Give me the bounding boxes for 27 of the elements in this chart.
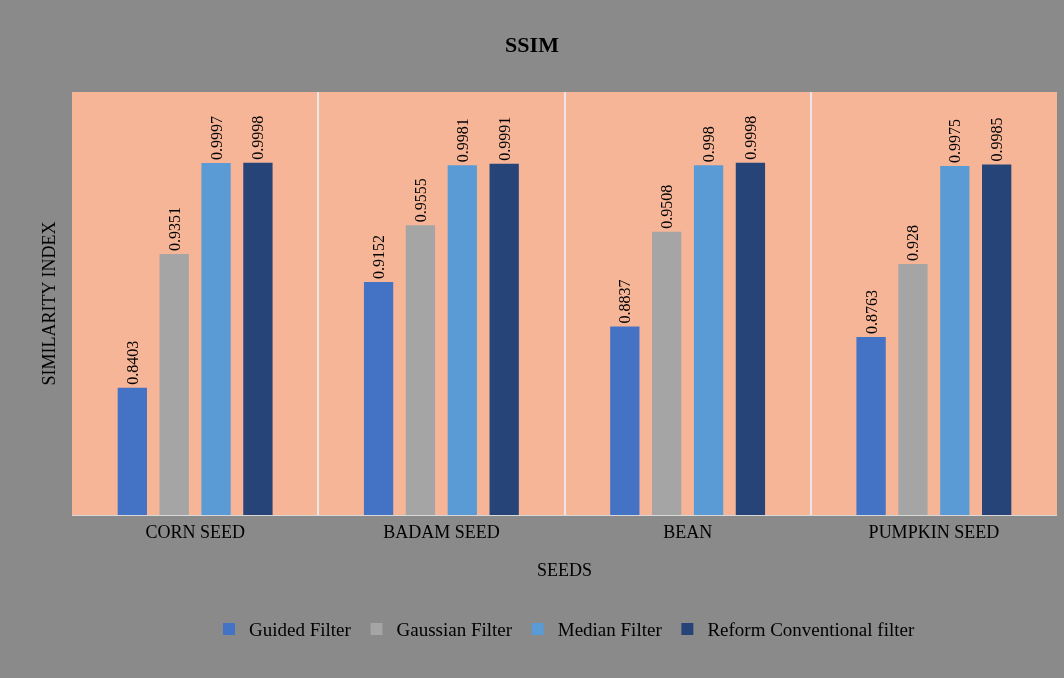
data-label: 0.9991 (495, 116, 513, 161)
data-label: 0.9351 (165, 207, 183, 252)
x-axis-title: SEEDS (536, 559, 593, 580)
data-label: 0.9998 (741, 115, 759, 160)
x-tick-label: BEAN (663, 521, 713, 542)
data-label: 0.928 (904, 225, 922, 262)
y-axis-title: SIMILARITY INDEX (39, 221, 60, 386)
legend-label: Gaussian Filter (396, 619, 513, 641)
x-tick-label: BADAM SEED (383, 521, 500, 542)
data-label: 0.9555 (411, 178, 429, 223)
legend-label: Reform Conventional filter (707, 619, 915, 641)
chart-title: SSIM (505, 31, 560, 57)
data-label: 0.9508 (658, 184, 676, 229)
data-label: 0.8837 (616, 279, 634, 324)
data-label: 0.9998 (249, 115, 267, 160)
data-label: 0.8403 (123, 340, 141, 385)
data-label: 0.8763 (862, 289, 880, 334)
x-tick-label: CORN SEED (145, 521, 245, 542)
data-label: 0.998 (700, 126, 718, 163)
data-label: 0.9985 (988, 117, 1006, 162)
data-label: 0.9997 (207, 115, 225, 160)
data-label: 0.9975 (946, 119, 964, 164)
legend-label: Guided Filter (249, 619, 352, 641)
x-tick-label: PUMPKIN SEED (868, 521, 1000, 542)
data-label: 0.9981 (453, 118, 471, 163)
data-label: 0.9152 (370, 235, 388, 280)
legend-label: Median Filter (557, 619, 663, 641)
